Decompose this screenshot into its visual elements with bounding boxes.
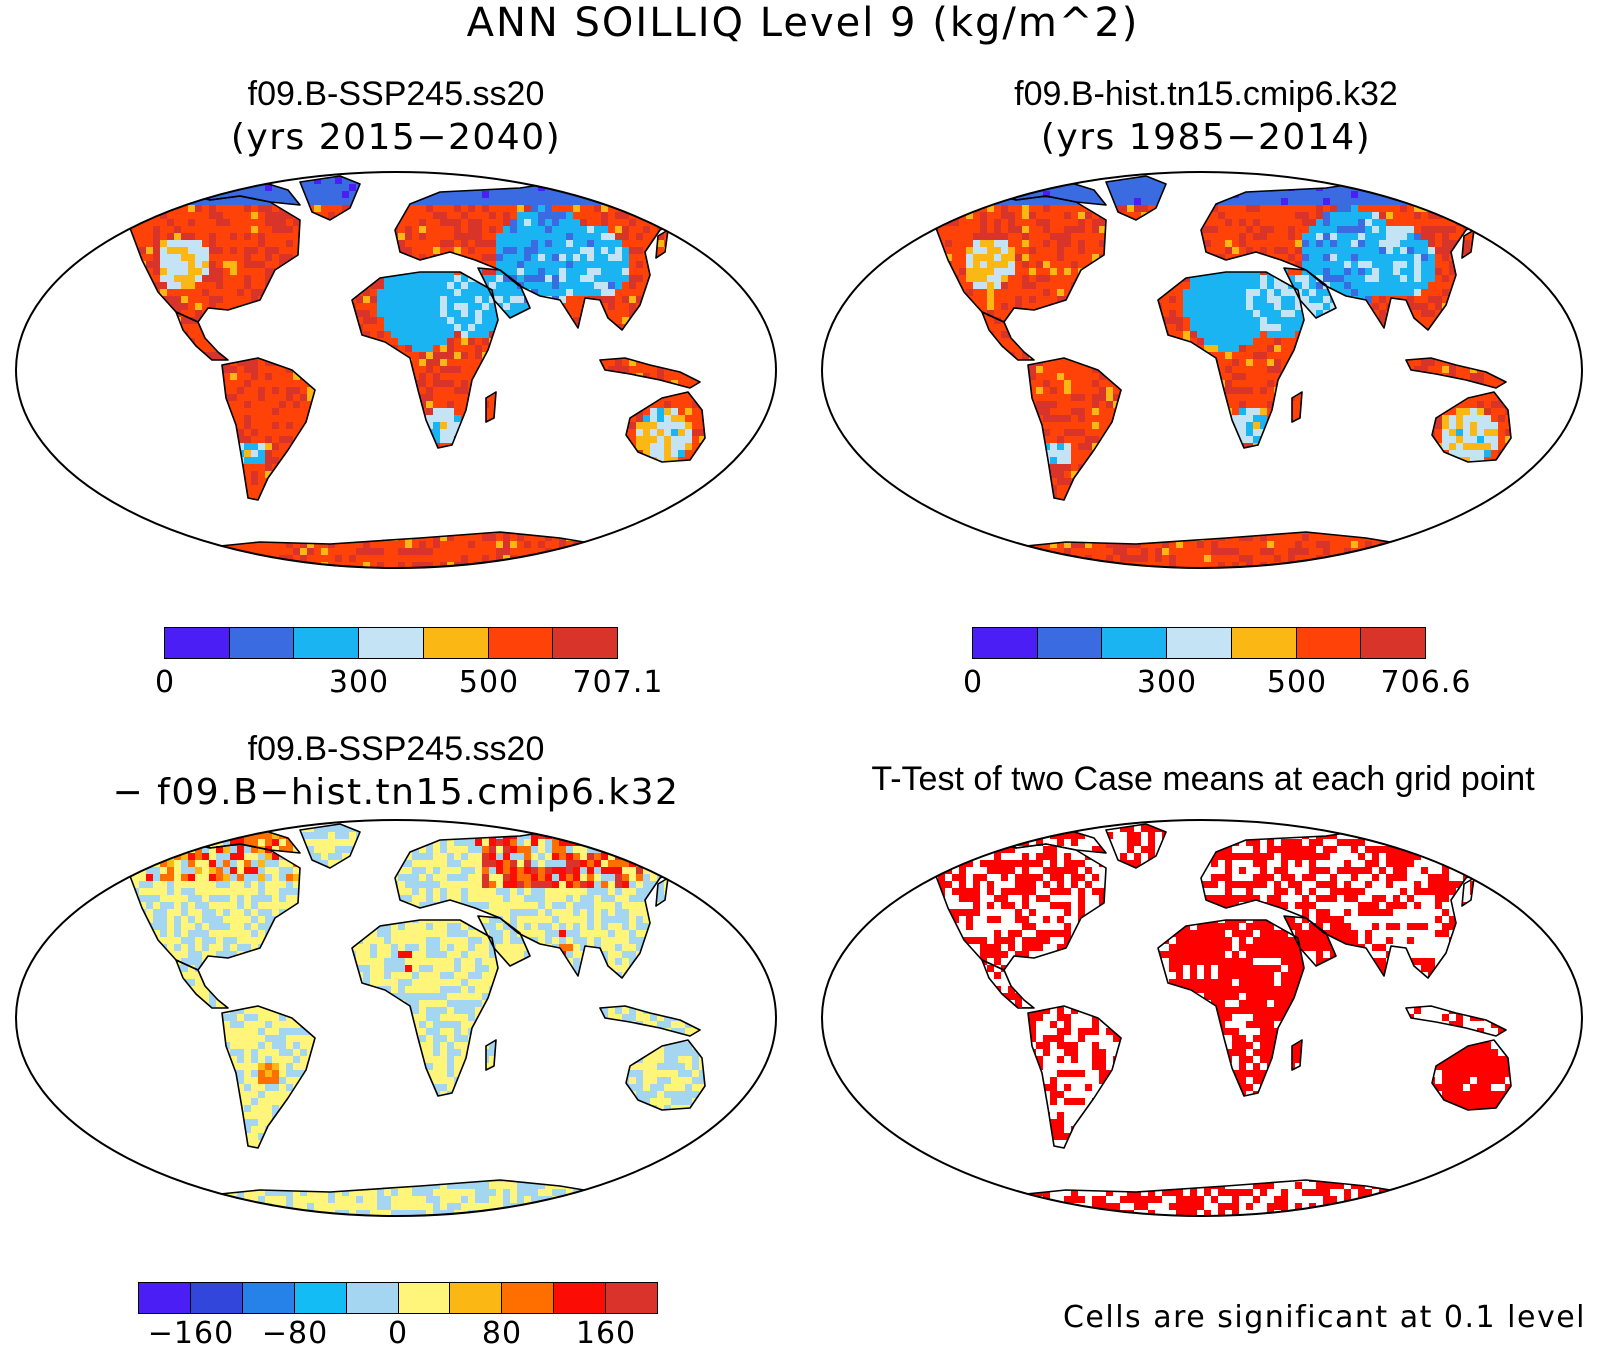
cb3-label-160: 160 (576, 1316, 636, 1351)
panel4-title: T-Test of two Case means at each grid po… (800, 760, 1606, 799)
colorbar-panel-1 (164, 627, 618, 659)
map-panel-2 (806, 160, 1598, 580)
colorbar-swatch (450, 1283, 502, 1313)
colorbar-swatch (1167, 628, 1232, 658)
colorbar-swatch (191, 1283, 243, 1313)
cb2-label-500: 500 (1267, 665, 1327, 700)
cb2-label-0: 0 (963, 665, 983, 700)
colorbar-swatch (1361, 628, 1425, 658)
colorbar-swatch (424, 628, 489, 658)
colorbar-swatch (230, 628, 295, 658)
colorbar-swatch (1297, 628, 1362, 658)
ttest-note: Cells are significant at 0.1 level (980, 1300, 1586, 1335)
colorbar-swatch (553, 628, 617, 658)
cb1-label-0: 0 (155, 665, 175, 700)
cb3-label-0: 0 (388, 1316, 408, 1351)
cb1-label-500: 500 (459, 665, 519, 700)
colorbar-swatch (606, 1283, 657, 1313)
colorbar-swatch (399, 1283, 451, 1313)
panel3-title: f09.B-SSP245.ss20 (140, 730, 652, 769)
cb2-label-max: 706.6 (1381, 665, 1472, 700)
colorbar-swatch (1232, 628, 1297, 658)
colorbar-swatch (502, 1283, 554, 1313)
map-panel-1 (0, 160, 792, 580)
colorbar-swatch (139, 1283, 191, 1313)
panel1-title: f09.B-SSP245.ss20 (140, 75, 652, 114)
colorbar-swatch (359, 628, 424, 658)
cb3-label-minus80: −80 (262, 1316, 328, 1351)
panel2-title: f09.B-hist.tn15.cmip6.k32 (900, 75, 1512, 114)
colorbar-swatch (973, 628, 1038, 658)
panel3-subtitle: − f09.B−hist.tn15.cmip6.k32 (40, 772, 752, 813)
map-panel-4 (806, 808, 1598, 1228)
cb2-label-300: 300 (1137, 665, 1197, 700)
colorbar-panel-3 (138, 1282, 658, 1314)
colorbar-swatch (554, 1283, 606, 1313)
colorbar-swatch (1102, 628, 1167, 658)
colorbar-swatch (295, 1283, 347, 1313)
panel2-subtitle: (yrs 1985−2014) (900, 117, 1512, 158)
cb3-label-80: 80 (482, 1316, 522, 1351)
colorbar-swatch (1038, 628, 1103, 658)
cb1-label-300: 300 (329, 665, 389, 700)
colorbar-swatch (294, 628, 359, 658)
cb3-label-minus160: −160 (148, 1316, 234, 1351)
cb1-label-max: 707.1 (573, 665, 664, 700)
colorbar-panel-2 (972, 627, 1426, 659)
figure-title: ANN SOILLIQ Level 9 (kg/m^2) (0, 0, 1606, 46)
colorbar-swatch (489, 628, 554, 658)
colorbar-swatch (243, 1283, 295, 1313)
colorbar-swatch (165, 628, 230, 658)
colorbar-swatch (347, 1283, 399, 1313)
panel1-subtitle: (yrs 2015−2040) (140, 117, 652, 158)
map-panel-3 (0, 808, 792, 1228)
